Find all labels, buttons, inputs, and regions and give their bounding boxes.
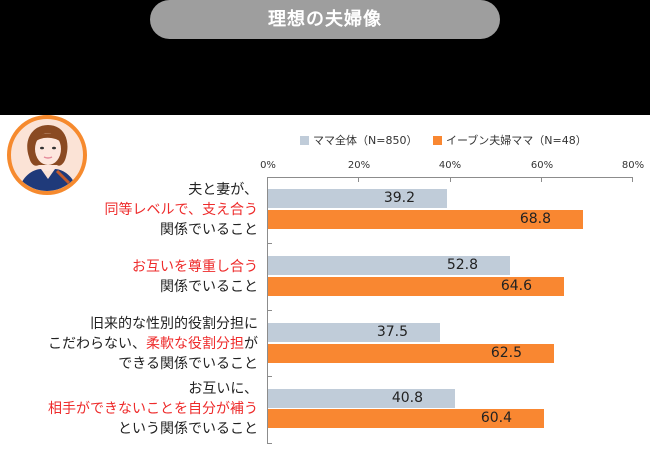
category-label-3: 旧来的な性別的役割分担に こだわらない、柔軟な役割分担が できる関係でいること: [48, 314, 258, 374]
label-line: 旧来的な性別的役割分担に: [90, 316, 258, 332]
category-label-1: 夫と妻が、 同等レベルで、支え合う 関係でいること: [105, 180, 258, 240]
bar-value: 40.8: [391, 390, 423, 406]
label-line-mixed: こだわらない、柔軟な役割分担が: [48, 334, 258, 354]
category-tick-mark: [267, 376, 272, 377]
bar-value: 68.8: [519, 211, 551, 227]
label-line: 関係でいること: [160, 279, 258, 295]
legend-label: ママ全体（N=850）: [313, 134, 418, 147]
category-tick-mark: [267, 443, 272, 444]
bar-all-2: 52.8: [268, 256, 510, 275]
legend-item-even: イーブン夫婦ママ（N=48）: [432, 134, 587, 147]
chart-legend: ママ全体（N=850） イーブン夫婦ママ（N=48）: [300, 132, 599, 148]
label-line-highlight: お互いを尊重し合う: [132, 259, 258, 275]
bar-value: 64.6: [500, 278, 532, 294]
bar-even-2: 64.6: [268, 277, 564, 296]
label-line: 関係でいること: [160, 222, 258, 238]
axis-tick-mark: [541, 177, 542, 182]
bar-value: 39.2: [383, 190, 415, 206]
category-tick-mark: [267, 177, 272, 178]
bar-even-4: 60.4: [268, 409, 544, 428]
axis-tick-mark: [358, 177, 359, 182]
bar-value: 62.5: [490, 345, 522, 361]
bar-even-1: 68.8: [268, 210, 583, 229]
bar-value: 60.4: [480, 410, 512, 426]
bar-value: 37.5: [376, 324, 408, 340]
axis-tick-label: 80%: [621, 160, 645, 171]
label-text-highlight: 柔軟な役割分担: [146, 336, 244, 352]
axis-tick-mark: [450, 177, 451, 182]
bar-even-3: 62.5: [268, 344, 554, 363]
bar-all-4: 40.8: [268, 389, 455, 408]
label-line-highlight: 同等レベルで、支え合う: [104, 202, 258, 218]
bar-all-1: 39.2: [268, 189, 447, 208]
legend-swatch-orange: [432, 135, 442, 145]
axis-tick-label: 0%: [260, 160, 276, 171]
axis-tick-label: 20%: [347, 160, 371, 171]
bar-all-3: 37.5: [268, 323, 440, 342]
category-tick-mark: [267, 243, 272, 244]
bar-value: 52.8: [446, 257, 478, 273]
chart-title: 理想の夫婦像: [150, 0, 500, 39]
label-text: が: [244, 336, 258, 352]
axis-tick-label: 60%: [530, 160, 554, 171]
label-text: こだわらない、: [48, 336, 146, 352]
axis-tick-mark: [632, 177, 633, 182]
category-label-2: お互いを尊重し合う 関係でいること: [132, 257, 258, 297]
woman-avatar-icon: [7, 115, 87, 195]
category-tick-mark: [267, 310, 272, 311]
axis-tick-label: 40%: [438, 160, 462, 171]
label-line: という関係でいること: [118, 421, 258, 437]
label-line: できる関係でいること: [118, 356, 258, 372]
legend-label: イーブン夫婦ママ（N=48）: [445, 134, 587, 147]
category-label-4: お互いに、 相手ができないことを自分が補う という関係でいること: [48, 379, 258, 439]
label-line: 夫と妻が、: [188, 182, 258, 198]
label-line-highlight: 相手ができないことを自分が補う: [48, 401, 258, 417]
label-line: お互いに、: [188, 381, 258, 397]
legend-item-all: ママ全体（N=850）: [300, 134, 421, 147]
legend-swatch-gray: [300, 135, 309, 145]
